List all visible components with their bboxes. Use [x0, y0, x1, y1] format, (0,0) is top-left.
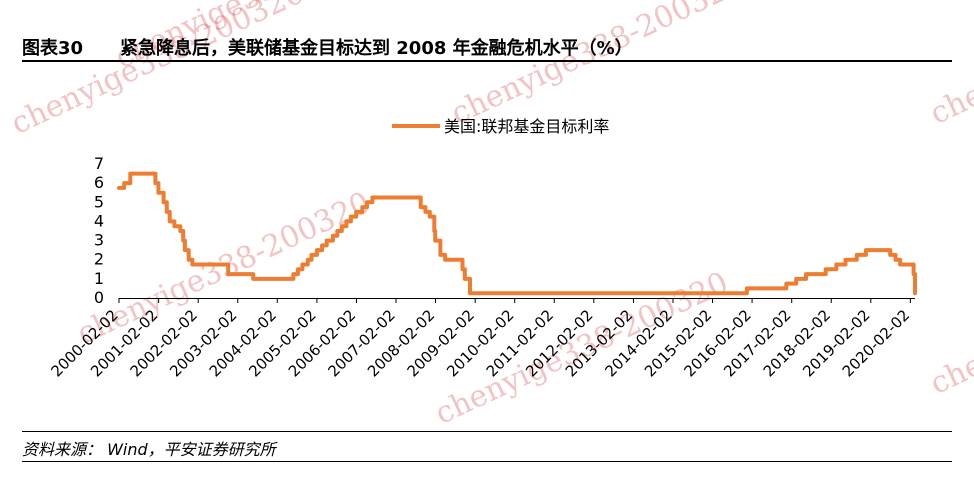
- series-line: [117, 171, 917, 296]
- chart-svg: 012345672000-02-022001-02-022002-02-0220…: [47, 117, 917, 380]
- y-tick-label: 0: [94, 288, 104, 307]
- y-tick-label: 6: [94, 173, 104, 192]
- figure-title-row: 图表30 紧急降息后，美联储基金目标达到 2008 年金融危机水平（%）: [22, 34, 952, 60]
- y-tick-label: 3: [94, 231, 104, 250]
- y-tick-label: 2: [94, 250, 104, 269]
- figure-number: 图表30: [22, 38, 84, 59]
- source-note: 资料来源： Wind，平安证券研究所: [22, 440, 276, 459]
- y-tick-label: 7: [94, 154, 104, 173]
- chart: 0 1 2 3 4 5 6 7 2000-02-02 2001-02-02 2002-02-02 20…: [0, 62, 974, 432]
- legend-label: 美国:联邦基金目标利率: [444, 117, 609, 136]
- y-tick-label: 4: [94, 211, 104, 230]
- y-tick-label: 5: [94, 192, 104, 211]
- source-rule-top: [22, 431, 952, 432]
- title-rule: [22, 60, 952, 62]
- y-tick-label: 1: [94, 269, 104, 288]
- figure-title: 紧急降息后，美联储基金目标达到 2008 年金融危机水平（%）: [120, 38, 633, 59]
- source-rule-bottom: [22, 461, 952, 462]
